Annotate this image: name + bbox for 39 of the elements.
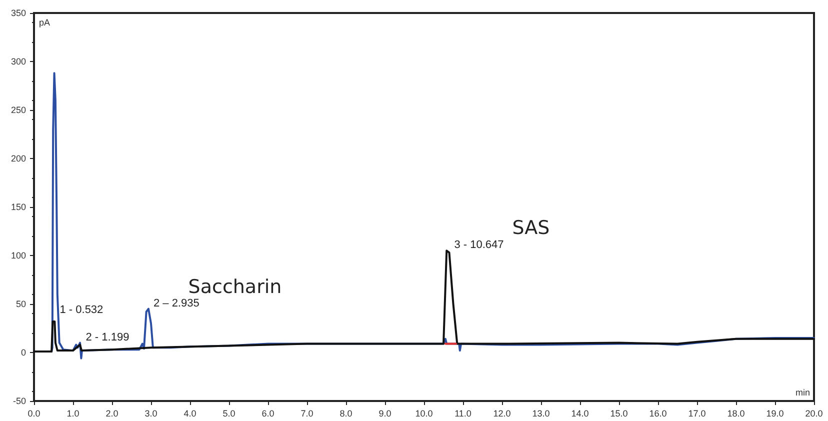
y-tick-label: 0 xyxy=(20,348,26,358)
x-tick-label: 0.0 xyxy=(28,408,40,418)
x-tick-label: 11.0 xyxy=(454,408,472,418)
x-axis-title: min xyxy=(796,388,810,398)
x-tick-label: 17.0 xyxy=(688,408,706,418)
x-tick-label: 16.0 xyxy=(649,408,667,418)
x-tick-label: 12.0 xyxy=(493,408,511,418)
x-tick-label: 1.0 xyxy=(66,408,80,418)
x-tick-label: 10.0 xyxy=(415,408,433,418)
x-tick-label: 20.0 xyxy=(805,408,823,418)
y-tick-label: 300 xyxy=(10,56,26,66)
x-tick-label: 15.0 xyxy=(610,408,628,418)
x-tick-label: 8.0 xyxy=(340,408,352,418)
line-series xyxy=(33,250,815,353)
x-tick-label: 9.0 xyxy=(378,408,392,418)
y-tick-label: 200 xyxy=(10,154,26,164)
y-tick-label: 50 xyxy=(16,299,26,309)
x-tick-label: 6.0 xyxy=(262,408,274,418)
x-tick-label: 4.0 xyxy=(184,408,196,418)
annotation: 2 – 2.935 xyxy=(153,297,200,310)
annotation: 1 - 0.532 xyxy=(60,304,104,316)
y-tick-label: 100 xyxy=(10,250,26,260)
x-tick-label: 5.0 xyxy=(222,408,236,418)
y-tick-label: -50 xyxy=(12,396,26,406)
x-tick-label: 2.0 xyxy=(106,408,118,418)
x-tick-label: 19.0 xyxy=(766,408,784,418)
annotation: Saccharin xyxy=(188,276,282,298)
x-tick-label: 7.0 xyxy=(300,408,314,418)
y-tick-label: 250 xyxy=(10,105,26,115)
x-tick-label: 14.0 xyxy=(571,408,589,418)
annotation: SAS xyxy=(512,217,550,239)
annotation: 3 - 10.647 xyxy=(454,239,504,252)
x-tick-label: 13.0 xyxy=(532,408,550,418)
annotation: 2 - 1.199 xyxy=(86,331,130,344)
y-tick-label: 350 xyxy=(10,8,26,18)
y-tick-label: 150 xyxy=(10,202,26,212)
x-tick-label: 18.0 xyxy=(727,408,745,418)
y-axis-title: pA xyxy=(39,18,50,28)
x-tick-label: 3.0 xyxy=(144,408,158,418)
